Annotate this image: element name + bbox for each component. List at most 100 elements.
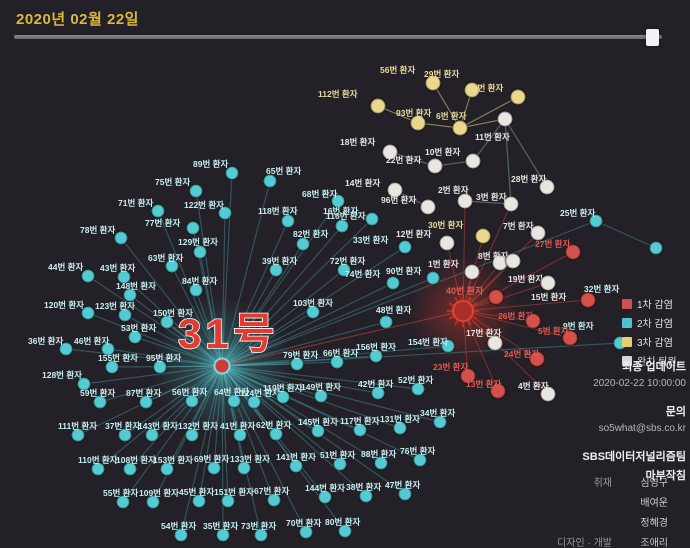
patient-node[interactable] bbox=[358, 488, 374, 504]
patient-node[interactable] bbox=[275, 389, 291, 405]
patient-node[interactable] bbox=[509, 88, 527, 106]
contact-email[interactable]: so5what@sbs.co.kr bbox=[598, 423, 686, 434]
patient-node[interactable] bbox=[529, 224, 547, 242]
patient-node[interactable] bbox=[588, 213, 604, 229]
patient-node[interactable] bbox=[438, 234, 456, 252]
timeline-slider-handle[interactable] bbox=[646, 29, 659, 46]
patient-node[interactable] bbox=[150, 203, 166, 219]
patient-node[interactable] bbox=[266, 492, 282, 508]
patient-node[interactable] bbox=[100, 341, 116, 357]
patient-node[interactable] bbox=[184, 427, 200, 443]
patient-node[interactable] bbox=[373, 455, 389, 471]
patient-node[interactable] bbox=[561, 329, 579, 347]
patient-node[interactable] bbox=[122, 287, 138, 303]
patient-node[interactable] bbox=[432, 414, 448, 430]
patient-node[interactable] bbox=[369, 97, 387, 115]
patient-node[interactable] bbox=[268, 262, 284, 278]
patient-node[interactable] bbox=[117, 427, 133, 443]
patient-node[interactable] bbox=[192, 244, 208, 260]
patient-node[interactable] bbox=[80, 268, 96, 284]
patient-node[interactable] bbox=[236, 460, 252, 476]
patient-node[interactable] bbox=[386, 181, 404, 199]
patient-node[interactable] bbox=[92, 394, 108, 410]
patient-node[interactable] bbox=[90, 461, 106, 477]
patient-node[interactable] bbox=[539, 274, 557, 292]
patient-node[interactable] bbox=[385, 275, 401, 291]
patient-node[interactable] bbox=[459, 367, 477, 385]
patient-node[interactable] bbox=[115, 494, 131, 510]
patient-node[interactable] bbox=[295, 236, 311, 252]
patient-node[interactable] bbox=[164, 258, 180, 274]
patient-node[interactable] bbox=[224, 165, 240, 181]
patient-node[interactable] bbox=[456, 192, 474, 210]
patient-node[interactable] bbox=[185, 220, 201, 236]
patient-node[interactable] bbox=[378, 314, 394, 330]
patient-node[interactable] bbox=[524, 312, 542, 330]
patient-node[interactable] bbox=[246, 394, 262, 410]
patient-node[interactable] bbox=[113, 230, 129, 246]
patient-node[interactable] bbox=[145, 494, 161, 510]
patient-node[interactable] bbox=[313, 388, 329, 404]
patient-node[interactable] bbox=[289, 356, 305, 372]
patient-node[interactable] bbox=[310, 423, 326, 439]
patient-node[interactable] bbox=[104, 359, 120, 375]
patient-node[interactable] bbox=[381, 143, 399, 161]
patient-node[interactable] bbox=[173, 527, 189, 543]
patient-node[interactable] bbox=[336, 262, 352, 278]
patient-node[interactable] bbox=[486, 334, 504, 352]
patient-node[interactable] bbox=[409, 114, 427, 132]
patient-node[interactable] bbox=[397, 239, 413, 255]
patient-node[interactable] bbox=[425, 270, 441, 286]
patient-node[interactable] bbox=[206, 460, 222, 476]
patient-node[interactable] bbox=[152, 359, 168, 375]
patient-node[interactable] bbox=[253, 527, 269, 543]
patient-node[interactable] bbox=[138, 394, 154, 410]
patient-node[interactable] bbox=[337, 523, 353, 539]
patient-node[interactable] bbox=[288, 458, 304, 474]
patient-node[interactable] bbox=[370, 385, 386, 401]
patient-node[interactable] bbox=[76, 376, 92, 392]
patient-node[interactable] bbox=[564, 243, 582, 261]
patient-node[interactable] bbox=[188, 282, 204, 298]
patient-node[interactable] bbox=[410, 381, 426, 397]
patient-node[interactable] bbox=[268, 426, 284, 442]
patient-node[interactable] bbox=[504, 252, 522, 270]
patient-node[interactable] bbox=[502, 195, 520, 213]
patient-node[interactable] bbox=[426, 157, 444, 175]
timeline-slider-track[interactable] bbox=[14, 35, 662, 39]
patient-node[interactable] bbox=[648, 240, 664, 256]
patient-node[interactable] bbox=[305, 304, 321, 320]
patient-node[interactable] bbox=[440, 338, 456, 354]
patient-node[interactable] bbox=[220, 493, 236, 509]
patient-node[interactable] bbox=[159, 314, 175, 330]
patient-node[interactable] bbox=[117, 307, 133, 323]
patient-node[interactable] bbox=[364, 211, 380, 227]
patient-node[interactable] bbox=[451, 119, 469, 137]
patient-node[interactable] bbox=[419, 198, 437, 216]
patient-node[interactable] bbox=[159, 461, 175, 477]
patient-node[interactable] bbox=[424, 74, 442, 92]
patient-node[interactable] bbox=[463, 81, 481, 99]
patient-node[interactable] bbox=[368, 348, 384, 364]
patient-node[interactable] bbox=[298, 524, 314, 540]
patient-node[interactable] bbox=[397, 486, 413, 502]
patient-node[interactable] bbox=[232, 427, 248, 443]
patient-node[interactable] bbox=[528, 350, 546, 368]
patient-node[interactable] bbox=[496, 110, 514, 128]
patient-node[interactable] bbox=[579, 291, 597, 309]
patient-node[interactable] bbox=[226, 393, 242, 409]
patient-node[interactable] bbox=[280, 213, 296, 229]
patient-node[interactable] bbox=[317, 489, 333, 505]
patient-node[interactable] bbox=[184, 393, 200, 409]
patient-node[interactable] bbox=[412, 452, 428, 468]
patient-node[interactable] bbox=[332, 456, 348, 472]
patient-node[interactable] bbox=[334, 218, 350, 234]
patient-node[interactable] bbox=[489, 382, 507, 400]
patient-node[interactable] bbox=[80, 305, 96, 321]
patient-node[interactable] bbox=[474, 227, 492, 245]
patient-node[interactable] bbox=[392, 420, 408, 436]
patient-node[interactable] bbox=[463, 263, 481, 281]
patient-node[interactable] bbox=[262, 173, 278, 189]
patient-node[interactable] bbox=[352, 422, 368, 438]
patient-node[interactable] bbox=[538, 178, 556, 196]
